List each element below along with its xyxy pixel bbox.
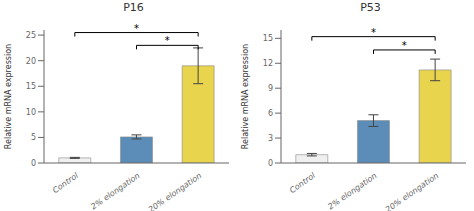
html-text:P16: P16 <box>123 1 144 14</box>
svg-text:15: 15 <box>263 34 273 43</box>
svg-text:20% elongation: 20% elongation <box>384 171 441 211</box>
svg-text:6: 6 <box>268 109 273 118</box>
svg-text:*: * <box>402 40 407 51</box>
svg-text:9: 9 <box>268 84 273 93</box>
svg-text:0: 0 <box>268 159 273 168</box>
svg-text:Control: Control <box>51 171 81 196</box>
svg-text:*: * <box>134 23 139 34</box>
svg-text:Relative mRNA expression: Relative mRNA expression <box>241 44 250 149</box>
svg-text:12: 12 <box>263 59 273 68</box>
svg-text:2% elongation: 2% elongation <box>326 171 378 211</box>
svg-text:2% elongation: 2% elongation <box>89 171 141 211</box>
svg-text:25: 25 <box>26 31 36 40</box>
svg-text:Relative mRNA expression: Relative mRNA expression <box>8 44 13 149</box>
html-text:P53: P53 <box>360 1 381 14</box>
svg-text:3: 3 <box>268 134 273 143</box>
svg-text:0: 0 <box>31 159 36 168</box>
svg-text:*: * <box>165 35 170 46</box>
svg-text:10: 10 <box>26 108 36 117</box>
svg-text:20% elongation: 20% elongation <box>147 171 204 211</box>
svg-text:15: 15 <box>26 82 36 91</box>
svg-text:Control: Control <box>288 171 318 196</box>
svg-text:5: 5 <box>31 133 36 142</box>
svg-text:*: * <box>371 27 376 38</box>
svg-text:20: 20 <box>26 57 36 66</box>
